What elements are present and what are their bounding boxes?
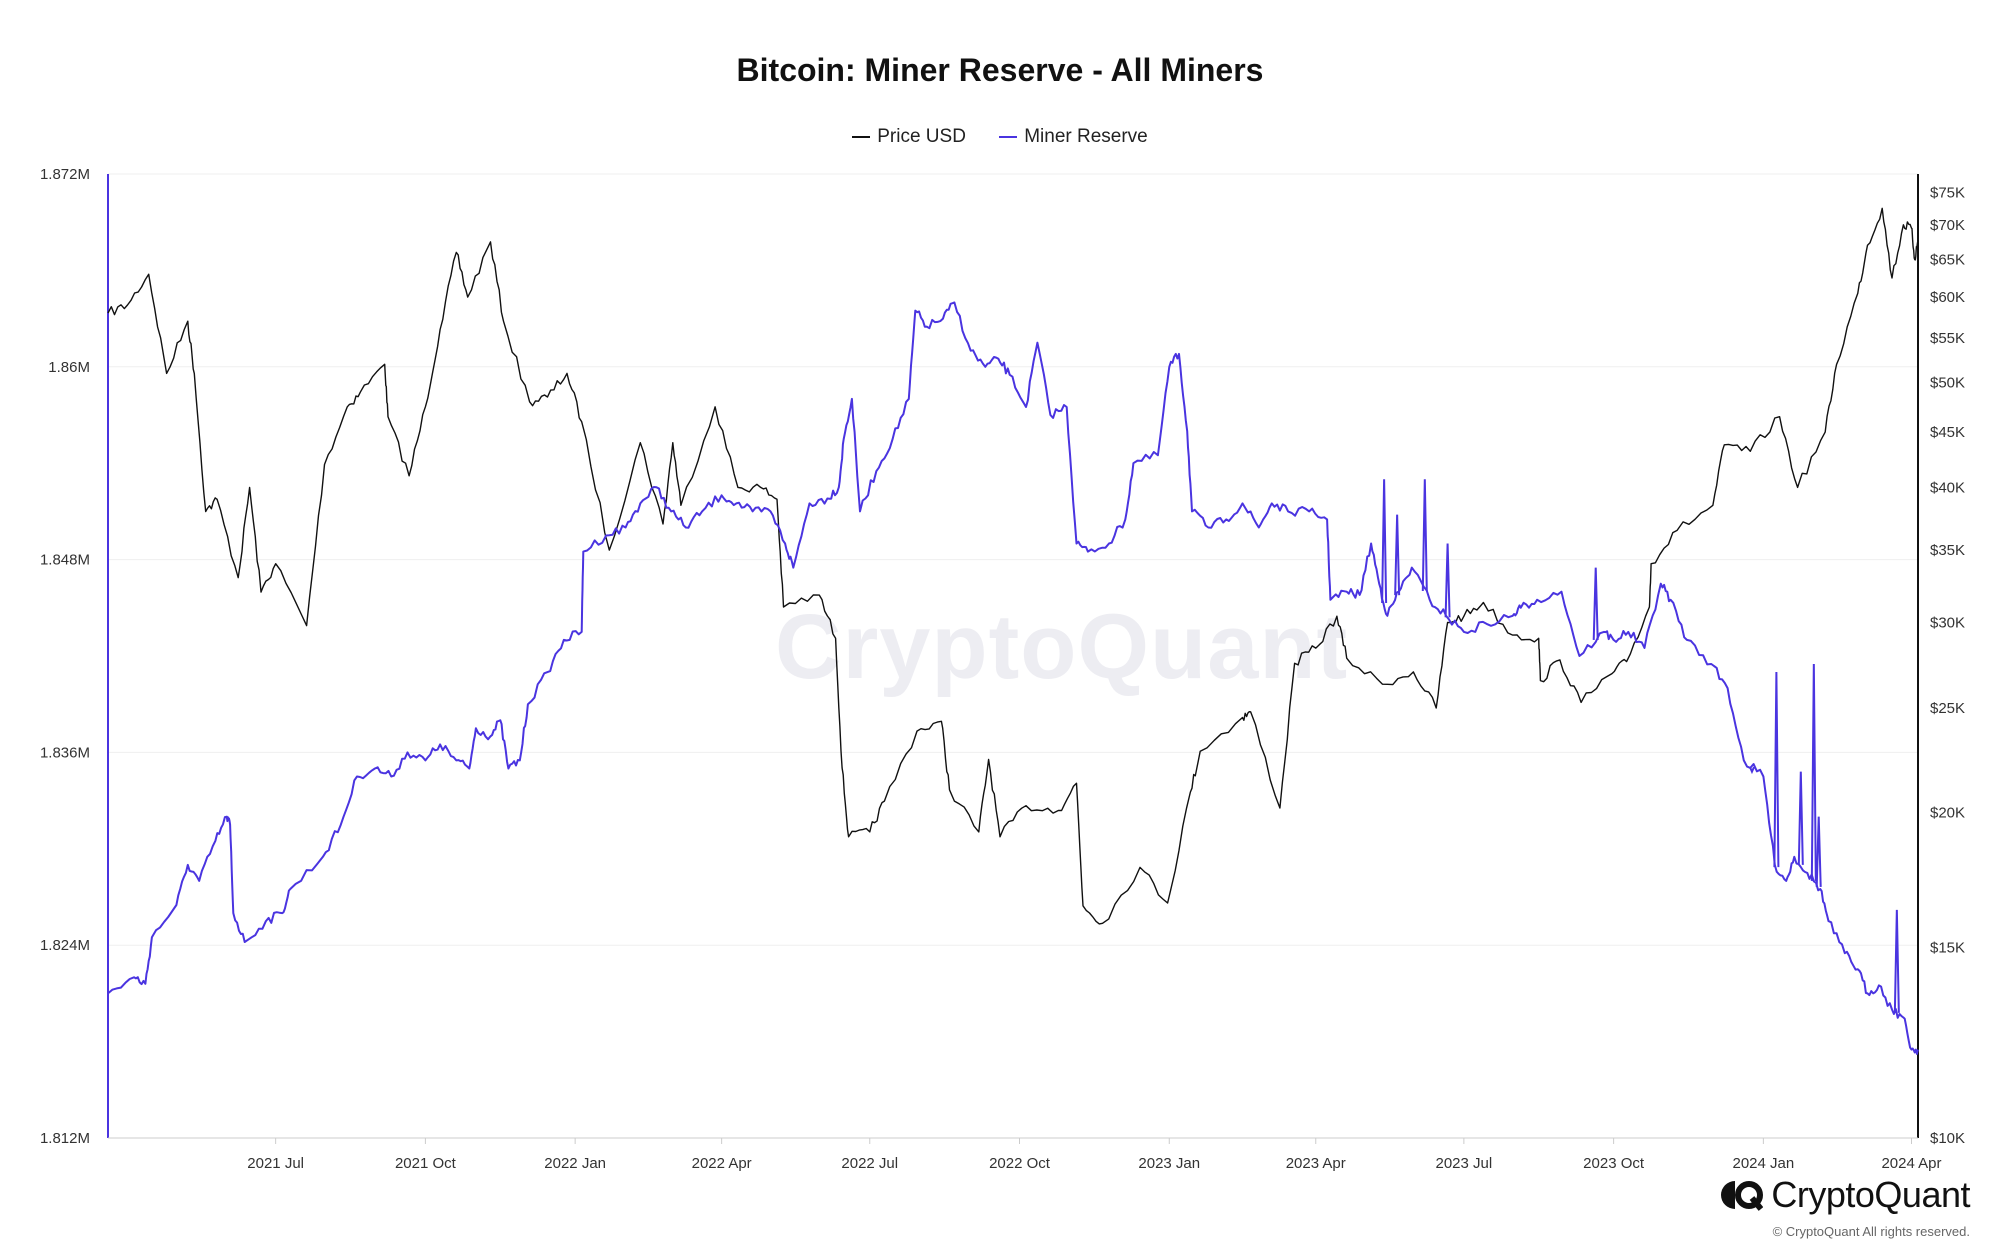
y-left-tick-label: 1.824M <box>40 937 90 954</box>
y-left-tick-label: 1.836M <box>40 744 90 761</box>
series-layer <box>107 207 1919 1055</box>
y-right-tick-label: $75K <box>1930 184 1965 201</box>
y-right-tick-label: $40K <box>1930 479 1965 496</box>
y-right-tick-label: $20K <box>1930 805 1965 822</box>
grid-layer <box>108 173 1918 1139</box>
series-spike-miner-reserve <box>1893 909 1900 1013</box>
y-left-tick-label: 1.848M <box>40 552 90 569</box>
y-right-tick-label: $50K <box>1930 375 1965 392</box>
watermark: CryptoQuant <box>775 596 1349 698</box>
legend-item-reserve[interactable]: Miner Reserve <box>999 126 1148 148</box>
x-tick-label: 2022 Jul <box>841 1155 898 1172</box>
chart-title: Bitcoin: Miner Reserve - All Miners <box>736 52 1264 88</box>
x-tick-label: 2021 Jul <box>247 1155 304 1172</box>
brand-name: CryptoQuant <box>1771 1174 1970 1215</box>
y-right-tick-label: $55K <box>1930 330 1965 347</box>
y-left-tick-label: 1.872M <box>40 166 90 183</box>
legend: Price USD Miner Reserve <box>0 122 2000 148</box>
series-spike-miner-reserve <box>1444 543 1451 618</box>
y-left-tick-label: 1.812M <box>40 1130 90 1147</box>
x-tick-label: 2023 Jul <box>1436 1155 1493 1172</box>
x-tick-label: 2024 Apr <box>1881 1155 1941 1172</box>
y-right-tick-label: $15K <box>1930 940 1965 957</box>
y-left-tick-label: 1.86M <box>48 359 90 376</box>
y-right-tick-label: $60K <box>1930 289 1965 306</box>
x-tick-label: 2023 Apr <box>1286 1155 1346 1172</box>
series-spike-miner-reserve <box>1810 664 1817 881</box>
y-right-tick-label: $65K <box>1930 252 1965 269</box>
x-tick-label: 2023 Oct <box>1583 1155 1645 1172</box>
x-tick-label: 2022 Oct <box>989 1155 1051 1172</box>
y-right-tick-label: $45K <box>1930 424 1965 441</box>
y-right-tick-label: $30K <box>1930 614 1965 631</box>
x-tick-label: 2024 Jan <box>1733 1155 1795 1172</box>
axis-layer: 1.812M 1.824M 1.836M 1.848M 1.86M 1.872M $10K $… <box>40 166 1965 1172</box>
series-spike-miner-reserve <box>1773 672 1780 868</box>
series-line-price <box>107 207 1919 925</box>
legend-swatch-reserve <box>999 136 1018 138</box>
series-spike-miner-reserve <box>1421 479 1428 592</box>
y-right-tick-label: $25K <box>1930 700 1965 717</box>
legend-swatch-price <box>852 136 871 138</box>
legend-label-price: Price USD <box>877 126 966 147</box>
series-spike-miner-reserve <box>1797 771 1804 865</box>
y-right-tick-label: $10K <box>1930 1130 1965 1147</box>
legend-item-price[interactable]: Price USD <box>852 126 966 148</box>
series-spike-miner-reserve <box>1394 514 1401 596</box>
series-spike-miner-reserve <box>1749 766 1755 775</box>
series-spike-miner-reserve <box>1592 567 1599 640</box>
brand: CryptoQuant <box>1719 1174 1970 1216</box>
legend-label-reserve: Miner Reserve <box>1024 126 1148 147</box>
x-tick-label: 2022 Apr <box>692 1155 752 1172</box>
x-tick-label: 2021 Oct <box>395 1155 457 1172</box>
y-right-tick-label: $35K <box>1930 542 1965 559</box>
series-spike-miner-reserve <box>1815 816 1822 887</box>
y-right-tick-label: $70K <box>1930 217 1965 234</box>
x-tick-label: 2022 Jan <box>544 1155 606 1172</box>
series-line-miner-reserve <box>107 301 1919 1055</box>
series-spike-miner-reserve <box>1381 479 1388 603</box>
x-tick-label: 2023 Jan <box>1138 1155 1200 1172</box>
copyright: © CryptoQuant All rights reserved. <box>1772 1224 1970 1239</box>
cryptoquant-logo-icon <box>1719 1179 1764 1211</box>
